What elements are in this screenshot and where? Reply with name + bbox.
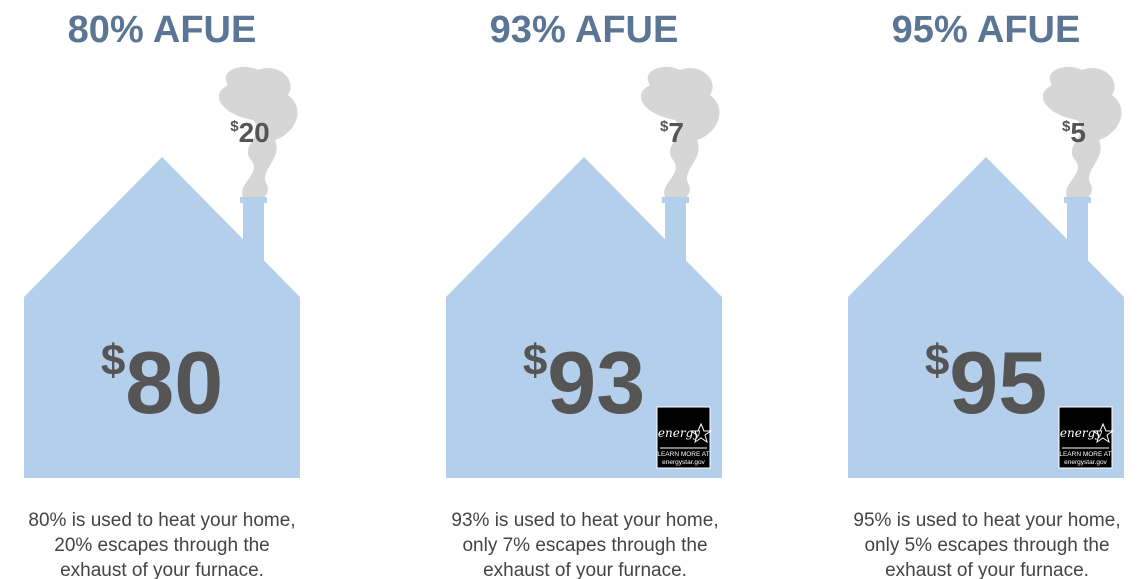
amount: 95 (949, 333, 1047, 432)
caption-line: 93% is used to heat your home, (451, 510, 718, 531)
amount: 93 (547, 333, 645, 432)
panel-title: 95% AFUE (892, 9, 1081, 51)
amount: 7 (668, 117, 684, 148)
badge-text: energystar.gov (662, 459, 705, 466)
caption-line: only 5% escapes through the (864, 535, 1109, 556)
amount: 5 (1070, 117, 1086, 148)
caption-line: only 7% escapes through the (462, 535, 707, 556)
caption-line: 20% escapes through the (54, 535, 270, 556)
amount: 20 (239, 117, 270, 148)
caption-line: exhaust of your furnace. (60, 560, 264, 579)
caption-line: exhaust of your furnace. (885, 560, 1089, 579)
caption-line: 80% is used to heat your home, (28, 510, 295, 531)
exhaust-amount: $7 (660, 117, 684, 148)
infographic: 80% AFUE $20 $80 80% is used to heat your h… (0, 0, 1146, 579)
currency-symbol: $ (523, 336, 547, 385)
badge-text: LEARN MORE AT (1059, 451, 1111, 458)
exhaust-amount: $20 (230, 117, 270, 148)
panel: 80% AFUE $20 $80 80% is used to heat your h… (24, 9, 300, 579)
caption-line: exhaust of your furnace. (483, 560, 687, 579)
chimney-cap (662, 197, 689, 203)
badge-text: energystar.gov (1064, 459, 1107, 466)
exhaust-amount: $5 (1062, 117, 1086, 148)
chimney-cap (240, 197, 267, 203)
panel-title: 93% AFUE (490, 9, 679, 51)
amount: 80 (125, 333, 223, 432)
badge-text: LEARN MORE AT (657, 451, 709, 458)
caption-line: 95% is used to heat your home, (853, 510, 1120, 531)
currency-symbol: $ (101, 336, 125, 385)
panel-title: 80% AFUE (68, 9, 257, 51)
currency-symbol: $ (925, 336, 949, 385)
chimney-cap (1064, 197, 1091, 203)
